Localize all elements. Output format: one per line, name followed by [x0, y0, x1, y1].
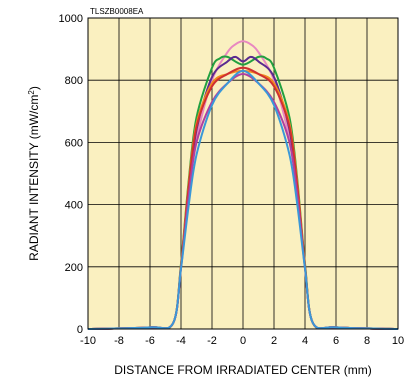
x-tick-label: 4: [302, 335, 308, 347]
y-tick-label: 800: [65, 75, 83, 87]
x-tick-label: 6: [333, 335, 339, 347]
y-tick-label: 200: [65, 262, 83, 274]
x-tick-label: 10: [392, 335, 404, 347]
y-tick-labels: 0 200 400 600 800 1000: [59, 13, 83, 336]
x-tick-label: -4: [176, 335, 186, 347]
x-tick-label: -2: [207, 335, 217, 347]
x-tick-label: -10: [80, 335, 96, 347]
x-tick-label: -6: [145, 335, 155, 347]
x-tick-labels: -10 -8 -6 -4 -2 0 2 4 6 8 10: [80, 335, 404, 347]
y-tick-label: 600: [65, 137, 83, 149]
series-layer: [87, 40, 399, 330]
series-line: [87, 69, 399, 330]
x-tick-label: -8: [114, 335, 124, 347]
plot-frame: [87, 17, 399, 330]
y-axis-label-superscript: 2: [27, 90, 36, 95]
y-axis-label-main: RADIANT INTENSITY (mW/cm: [27, 95, 41, 261]
x-tick-label: 2: [271, 335, 277, 347]
x-tick-label: 0: [240, 335, 246, 347]
y-tick-label: 0: [77, 324, 83, 336]
y-tick-label: 1000: [59, 13, 83, 25]
x-axis-label: DISTANCE FROM IRRADIATED CENTER (mm): [114, 363, 372, 377]
x-tick-label: 8: [364, 335, 370, 347]
y-tick-label: 400: [65, 200, 83, 212]
chart-code-label: TLSZB0008EA: [90, 7, 144, 16]
y-axis-label: RADIANT INTENSITY (mW/cm2): [27, 86, 42, 261]
y-axis-label-tail: ): [27, 86, 41, 90]
